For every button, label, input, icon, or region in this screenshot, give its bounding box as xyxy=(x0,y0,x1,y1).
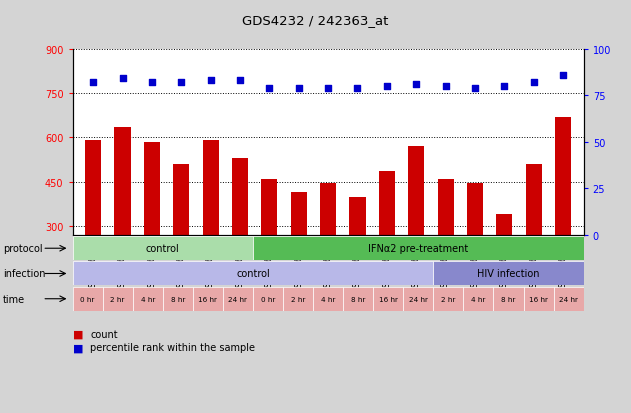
Bar xyxy=(373,287,403,311)
Text: 16 hr: 16 hr xyxy=(529,296,548,302)
Text: ■: ■ xyxy=(73,329,83,339)
Point xyxy=(323,85,333,92)
Text: IFNα2 pre-treatment: IFNα2 pre-treatment xyxy=(369,244,468,254)
Text: 24 hr: 24 hr xyxy=(409,296,428,302)
Bar xyxy=(173,165,189,315)
Point xyxy=(235,78,245,85)
Point xyxy=(558,72,568,79)
Bar xyxy=(253,287,283,311)
Text: 2 hr: 2 hr xyxy=(441,296,456,302)
Point xyxy=(440,83,451,90)
Point xyxy=(353,85,363,92)
Point xyxy=(529,80,539,86)
Text: ■: ■ xyxy=(73,342,83,352)
Text: 8 hr: 8 hr xyxy=(170,296,185,302)
Bar xyxy=(467,184,483,315)
Bar xyxy=(350,197,365,315)
Point xyxy=(499,83,509,90)
Bar xyxy=(463,287,493,311)
Text: 0 hr: 0 hr xyxy=(80,296,95,302)
Bar xyxy=(403,287,433,311)
Bar xyxy=(163,287,193,311)
Text: 8 hr: 8 hr xyxy=(351,296,365,302)
Point xyxy=(176,80,186,86)
Bar xyxy=(103,287,133,311)
Text: 16 hr: 16 hr xyxy=(379,296,398,302)
Text: 4 hr: 4 hr xyxy=(141,296,155,302)
Point xyxy=(411,82,422,88)
Bar xyxy=(437,179,454,315)
Text: protocol: protocol xyxy=(3,244,43,254)
Bar xyxy=(253,237,584,261)
Text: infection: infection xyxy=(3,269,45,279)
Text: 4 hr: 4 hr xyxy=(471,296,486,302)
Bar xyxy=(524,287,553,311)
Bar xyxy=(320,184,336,315)
Text: 2 hr: 2 hr xyxy=(291,296,305,302)
Text: count: count xyxy=(90,329,118,339)
Point xyxy=(147,80,157,86)
Bar xyxy=(493,287,524,311)
Text: 24 hr: 24 hr xyxy=(559,296,578,302)
Bar xyxy=(343,287,373,311)
Bar xyxy=(223,287,253,311)
Text: control: control xyxy=(236,269,270,279)
Text: percentile rank within the sample: percentile rank within the sample xyxy=(90,342,255,352)
Bar xyxy=(73,262,433,286)
Bar xyxy=(526,165,542,315)
Bar xyxy=(313,287,343,311)
Bar xyxy=(555,117,571,315)
Text: 16 hr: 16 hr xyxy=(198,296,217,302)
Text: 2 hr: 2 hr xyxy=(110,296,125,302)
Bar xyxy=(73,237,253,261)
Bar xyxy=(193,287,223,311)
Text: control: control xyxy=(146,244,180,254)
Bar xyxy=(261,179,278,315)
Bar xyxy=(379,172,395,315)
Text: 8 hr: 8 hr xyxy=(501,296,516,302)
Point xyxy=(293,85,304,92)
Bar xyxy=(553,287,584,311)
Point xyxy=(206,78,216,85)
Text: time: time xyxy=(3,294,25,304)
Text: GDS4232 / 242363_at: GDS4232 / 242363_at xyxy=(242,14,389,27)
Bar xyxy=(133,287,163,311)
Text: 24 hr: 24 hr xyxy=(228,296,247,302)
Bar xyxy=(497,215,512,315)
Bar xyxy=(114,128,131,315)
Point xyxy=(382,83,392,90)
Bar xyxy=(291,192,307,315)
Bar xyxy=(433,287,463,311)
Bar xyxy=(408,147,424,315)
Text: 4 hr: 4 hr xyxy=(321,296,335,302)
Text: 0 hr: 0 hr xyxy=(261,296,275,302)
Bar xyxy=(203,140,219,315)
Bar xyxy=(433,262,584,286)
Bar xyxy=(283,287,313,311)
Text: HIV infection: HIV infection xyxy=(477,269,540,279)
Point xyxy=(88,80,98,86)
Point xyxy=(264,85,274,92)
Bar xyxy=(232,159,248,315)
Point xyxy=(470,85,480,92)
Bar xyxy=(144,142,160,315)
Point xyxy=(117,76,127,83)
Bar xyxy=(85,141,101,315)
Bar xyxy=(73,287,103,311)
